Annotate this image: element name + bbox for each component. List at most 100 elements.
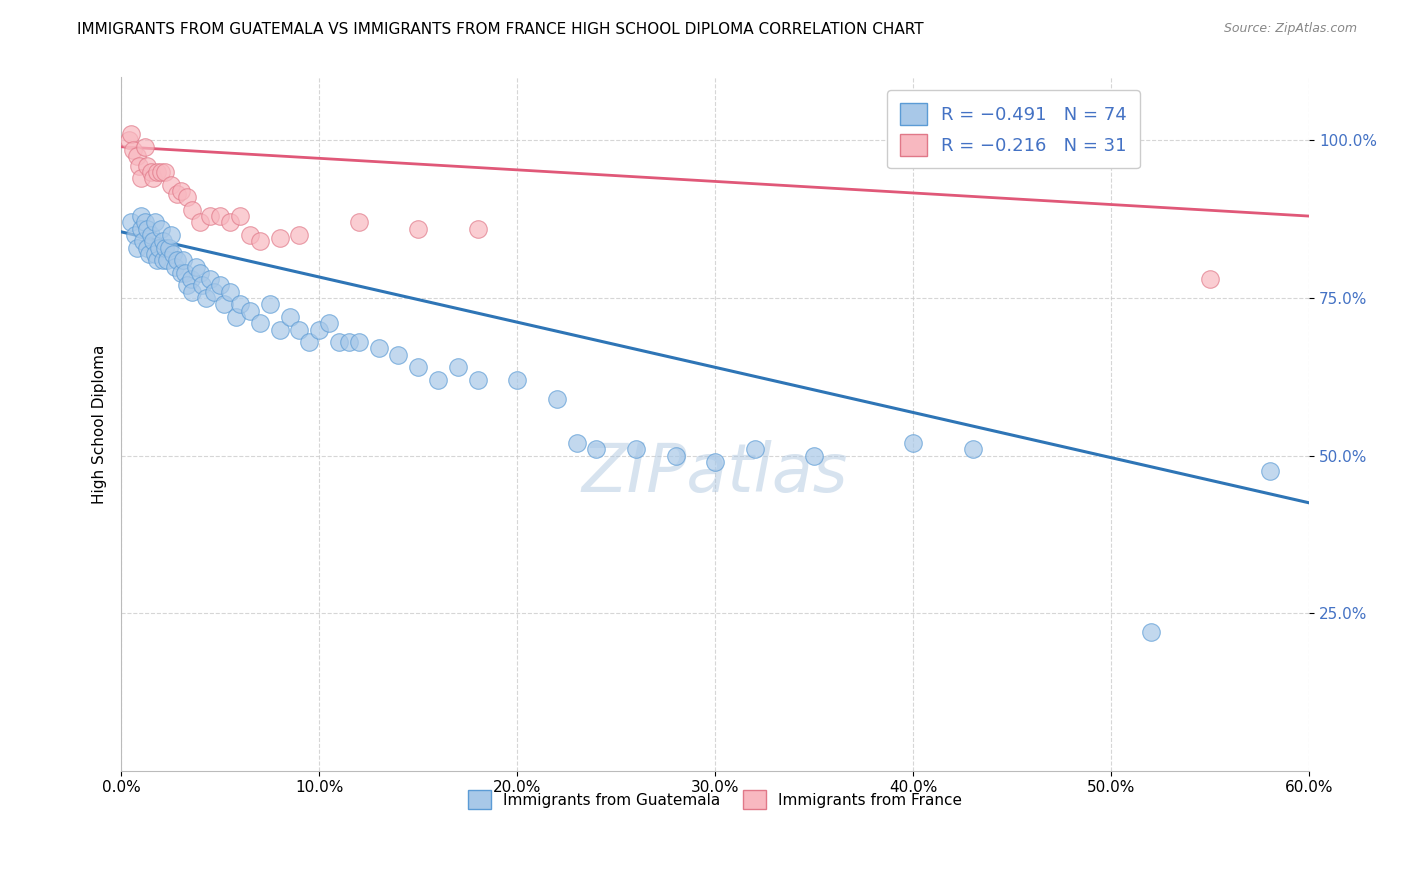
- Point: [152, 253, 174, 268]
- Point: [308, 322, 330, 336]
- Point: [139, 227, 162, 242]
- Point: [125, 241, 148, 255]
- Point: [249, 235, 271, 249]
- Point: [118, 133, 141, 147]
- Point: [467, 373, 489, 387]
- Point: [195, 291, 218, 305]
- Point: [163, 260, 186, 274]
- Point: [288, 227, 311, 242]
- Point: [1199, 272, 1222, 286]
- Point: [156, 253, 179, 268]
- Point: [172, 253, 194, 268]
- Point: [132, 235, 155, 249]
- Point: [162, 247, 184, 261]
- Point: [229, 297, 252, 311]
- Point: [347, 215, 370, 229]
- Point: [129, 209, 152, 223]
- Point: [367, 342, 389, 356]
- Point: [122, 143, 145, 157]
- Point: [467, 221, 489, 235]
- Point: [229, 209, 252, 223]
- Point: [134, 215, 156, 229]
- Point: [202, 285, 225, 299]
- Point: [180, 272, 202, 286]
- Point: [120, 215, 142, 229]
- Point: [148, 241, 170, 255]
- Point: [176, 190, 198, 204]
- Point: [318, 316, 340, 330]
- Point: [146, 165, 169, 179]
- Point: [153, 241, 176, 255]
- Point: [146, 253, 169, 268]
- Point: [209, 278, 232, 293]
- Point: [387, 348, 409, 362]
- Point: [129, 171, 152, 186]
- Point: [328, 335, 350, 350]
- Point: [134, 140, 156, 154]
- Y-axis label: High School Diploma: High School Diploma: [93, 344, 107, 504]
- Point: [298, 335, 321, 350]
- Point: [136, 241, 159, 255]
- Point: [149, 221, 172, 235]
- Point: [186, 260, 208, 274]
- Point: [585, 442, 607, 457]
- Point: [347, 335, 370, 350]
- Text: Source: ZipAtlas.com: Source: ZipAtlas.com: [1223, 22, 1357, 36]
- Point: [129, 221, 152, 235]
- Point: [176, 278, 198, 293]
- Point: [219, 285, 242, 299]
- Point: [337, 335, 360, 350]
- Point: [143, 215, 166, 229]
- Point: [200, 272, 222, 286]
- Point: [159, 227, 181, 242]
- Point: [181, 285, 204, 299]
- Point: [704, 455, 727, 469]
- Point: [665, 449, 688, 463]
- Point: [124, 227, 146, 242]
- Point: [149, 165, 172, 179]
- Point: [259, 297, 281, 311]
- Point: [128, 159, 150, 173]
- Point: [546, 392, 568, 406]
- Text: IMMIGRANTS FROM GUATEMALA VS IMMIGRANTS FROM FRANCE HIGH SCHOOL DIPLOMA CORRELAT: IMMIGRANTS FROM GUATEMALA VS IMMIGRANTS …: [77, 22, 924, 37]
- Point: [136, 221, 159, 235]
- Point: [200, 209, 222, 223]
- Point: [173, 266, 195, 280]
- Point: [406, 221, 429, 235]
- Point: [191, 278, 214, 293]
- Point: [166, 253, 188, 268]
- Point: [181, 202, 204, 217]
- Point: [278, 310, 301, 324]
- Point: [406, 360, 429, 375]
- Point: [169, 184, 191, 198]
- Point: [506, 373, 529, 387]
- Point: [225, 310, 247, 324]
- Point: [288, 322, 311, 336]
- Point: [159, 178, 181, 192]
- Point: [269, 231, 291, 245]
- Point: [190, 215, 212, 229]
- Point: [136, 159, 159, 173]
- Point: [1258, 464, 1281, 478]
- Point: [903, 436, 925, 450]
- Point: [153, 165, 176, 179]
- Point: [166, 187, 188, 202]
- Point: [209, 209, 232, 223]
- Point: [239, 227, 262, 242]
- Point: [125, 149, 148, 163]
- Point: [142, 171, 165, 186]
- Point: [190, 266, 212, 280]
- Point: [269, 322, 291, 336]
- Point: [962, 442, 984, 457]
- Point: [624, 442, 647, 457]
- Point: [803, 449, 825, 463]
- Point: [219, 215, 242, 229]
- Point: [239, 303, 262, 318]
- Point: [139, 165, 162, 179]
- Point: [744, 442, 766, 457]
- Point: [157, 241, 180, 255]
- Point: [212, 297, 235, 311]
- Point: [427, 373, 450, 387]
- Point: [169, 266, 191, 280]
- Legend: Immigrants from Guatemala, Immigrants from France: Immigrants from Guatemala, Immigrants fr…: [463, 784, 969, 815]
